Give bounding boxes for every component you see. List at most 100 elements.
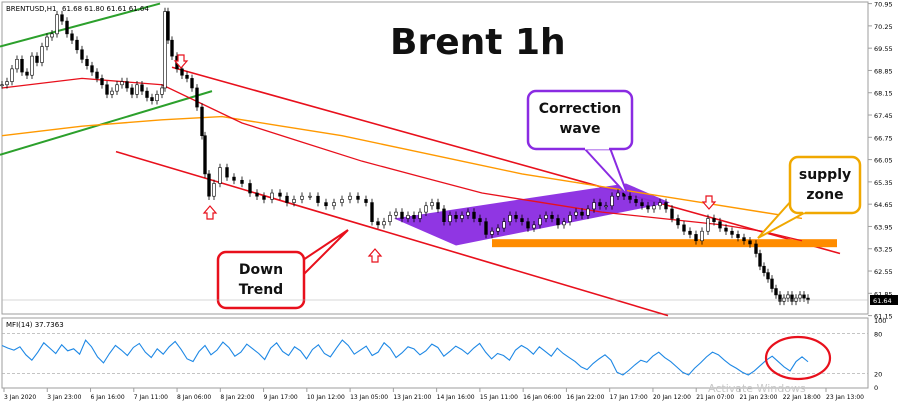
candle-body: [130, 87, 134, 95]
candle-body: [185, 74, 189, 79]
callout-box: [526, 89, 634, 151]
candle-body: [145, 90, 149, 98]
y-tick-label: 67.45: [874, 112, 893, 120]
candle-body: [790, 294, 794, 302]
down-trend-callout: Down Trend: [216, 229, 349, 310]
candle-body: [598, 202, 602, 207]
candle-body: [285, 195, 289, 203]
downtrend-line-top: [171, 66, 841, 255]
candle-body: [218, 167, 222, 184]
ma-slow-line: [1, 115, 803, 220]
candle-body: [736, 234, 740, 238]
candle-body: [25, 71, 29, 76]
callout-text: Correction: [539, 101, 622, 117]
candle-body: [730, 230, 734, 235]
candle-body: [232, 176, 236, 181]
candle-body: [430, 202, 434, 207]
candle-body: [786, 294, 790, 299]
candle-body: [180, 68, 184, 76]
mfi-tick-label: 20: [874, 371, 882, 379]
callout-box: [216, 250, 306, 310]
candle-body: [742, 237, 746, 242]
candle-body: [340, 199, 344, 203]
y-tick-label: 61.85: [874, 290, 893, 298]
y-tick-label: 69.55: [874, 45, 893, 53]
supply-zone-bar: [492, 239, 837, 248]
candle-body: [406, 215, 410, 219]
candle-body: [758, 253, 762, 267]
candle-body: [324, 202, 328, 207]
upper-channel-line-top: [0, 2, 161, 48]
candle-body: [712, 218, 716, 222]
y-tick-label: 62.55: [874, 268, 893, 276]
y-tick-label: 70.25: [874, 23, 893, 31]
candle-body: [688, 230, 692, 235]
x-tick-label: 21 Jan 07:00: [696, 394, 734, 401]
candle-body: [30, 55, 34, 76]
x-tick-label: 15 Jan 11:00: [480, 394, 518, 401]
candle-body: [580, 211, 584, 216]
x-tick-label: 20 Jan 12:00: [653, 394, 691, 401]
candle-body: [120, 81, 124, 86]
candle-body: [270, 192, 274, 200]
x-tick-label: 3 Jan 23:00: [47, 394, 81, 401]
upper-channel-line-bottom: [0, 90, 213, 156]
ma-fast-line: [1, 77, 803, 242]
candle-body: [454, 215, 458, 219]
candle-body: [163, 11, 167, 89]
mfi-label: MFI(14) 37.7363: [6, 321, 64, 329]
candle-body: [50, 33, 54, 38]
candle-body: [766, 272, 770, 280]
candle-body: [140, 84, 144, 92]
candle-body: [203, 135, 207, 175]
candle-body: [150, 97, 154, 101]
candle-body: [770, 278, 774, 289]
correction-wave-band: [394, 183, 670, 246]
candle-body: [448, 215, 452, 222]
candle-body: [212, 183, 216, 197]
candle-body: [592, 202, 596, 210]
x-tick-label: 22 Jan 18:00: [783, 394, 821, 401]
y-tick-label: 63.95: [874, 223, 893, 231]
candle-body: [544, 215, 548, 219]
candle-body: [794, 297, 798, 302]
candle-body: [586, 208, 590, 216]
candle-body: [195, 87, 199, 108]
candle-body: [502, 221, 506, 229]
candle-body: [0, 84, 4, 87]
y-tick-label: 61.15: [874, 313, 893, 321]
candle-body: [110, 90, 114, 95]
candle-body: [45, 36, 49, 47]
candle-body: [676, 218, 680, 226]
callout-join: [791, 198, 807, 214]
candle-body: [496, 227, 500, 232]
candle-body: [35, 55, 39, 63]
candle-body: [466, 211, 470, 216]
candle-body: [418, 211, 422, 219]
x-tick-label: 8 Jan 06:00: [177, 394, 211, 401]
x-tick-label: 23 Jan 13:00: [826, 394, 864, 401]
x-tick-label: 6 Jan 16:00: [91, 394, 125, 401]
candle-body: [170, 39, 174, 57]
candle-body: [718, 221, 722, 229]
x-tick-label: 14 Jan 16:00: [437, 394, 475, 401]
candle-body: [646, 205, 650, 210]
candle-body: [190, 78, 194, 89]
last-price-box: [870, 294, 898, 305]
candle-body: [308, 195, 312, 198]
candle-body: [135, 84, 139, 95]
candle-body: [55, 14, 59, 35]
symbol-header: BRENTUSD,H1: [6, 5, 57, 13]
candle-body: [798, 294, 802, 299]
callout-text: supply: [799, 167, 851, 183]
candle-body: [532, 224, 536, 229]
x-tick-label: 7 Jan 11:00: [134, 394, 168, 401]
up-arrow-marker: [202, 205, 218, 220]
candle-body: [724, 227, 728, 232]
mfi-line: [1, 339, 809, 376]
candle-body: [388, 215, 392, 222]
down-arrow-marker: [173, 54, 189, 69]
candle-body: [85, 59, 89, 66]
candle-body: [75, 39, 79, 51]
candle-body: [376, 221, 380, 226]
